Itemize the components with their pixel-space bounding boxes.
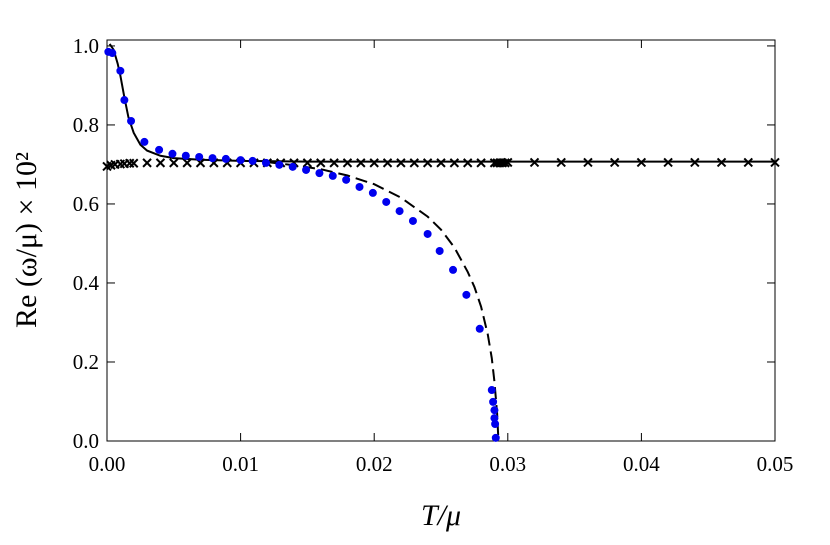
cross-point [716, 157, 727, 168]
point [261, 158, 270, 167]
point [140, 137, 149, 146]
cross-point [743, 157, 753, 168]
cross-point [476, 158, 486, 168]
x-tick-label: 0.02 [356, 452, 393, 476]
point [328, 171, 337, 180]
x-tick-label: 0.05 [757, 452, 794, 476]
point [368, 188, 377, 197]
point [236, 156, 245, 165]
point [408, 216, 417, 225]
point [342, 175, 351, 184]
cross-point [142, 158, 152, 168]
point [168, 149, 177, 158]
point [120, 96, 129, 105]
cross-point [503, 157, 513, 168]
cross-point [500, 158, 510, 168]
point [208, 154, 217, 163]
cross-point [169, 158, 179, 168]
cross-point [556, 157, 566, 168]
cross-point [356, 158, 366, 168]
cross-point [609, 157, 620, 168]
point [275, 160, 284, 169]
cross-point [129, 158, 139, 168]
curve [267, 161, 500, 442]
x-tick-label: 0.01 [222, 452, 259, 476]
cross-point [342, 158, 353, 168]
cross-point [182, 158, 192, 168]
point [475, 324, 484, 333]
point [490, 406, 499, 415]
point [248, 156, 257, 165]
cross-point [636, 157, 647, 168]
y-axis-title: Re (ω/μ) × 10² [10, 152, 43, 328]
cross-point [422, 158, 433, 168]
point [181, 151, 190, 160]
point [489, 397, 498, 406]
cross-point [369, 158, 379, 168]
cross-point [449, 158, 460, 168]
point [195, 152, 204, 161]
x-tick-label: 0.04 [623, 452, 660, 476]
y-tick-label: 0.8 [73, 113, 99, 137]
point [315, 169, 324, 178]
cross-point [463, 158, 473, 168]
y-tick-label: 0.4 [73, 271, 100, 295]
plot-frame [106, 39, 776, 442]
x-axis-title: T/μ [421, 499, 461, 532]
point [462, 290, 471, 299]
cross-point [329, 158, 339, 168]
cross-point [302, 158, 313, 168]
cross-point [770, 157, 780, 168]
cross-point [583, 157, 593, 168]
point [302, 165, 311, 174]
cross-point [663, 157, 673, 168]
y-tick-label: 0.0 [73, 429, 99, 453]
cross-point [396, 158, 406, 168]
curve [108, 43, 775, 163]
point [423, 229, 432, 238]
x-tick-label: 0.03 [489, 452, 526, 476]
cross-point [436, 158, 446, 168]
y-tick-label: 0.6 [73, 192, 99, 216]
point [355, 182, 364, 191]
point [395, 207, 404, 216]
y-tick-label: 1.0 [73, 34, 99, 58]
cross-point [690, 157, 700, 168]
cross-point [316, 158, 326, 168]
cross-point [155, 158, 166, 168]
point [221, 154, 230, 163]
point [490, 414, 499, 423]
point [288, 162, 297, 171]
y-tick-label: 0.2 [73, 350, 99, 374]
point [382, 197, 391, 206]
point [435, 246, 444, 255]
x-tick-label: 0.00 [89, 452, 126, 476]
point [491, 420, 500, 429]
point [487, 386, 496, 395]
point [155, 145, 164, 154]
cross-point [382, 158, 393, 168]
cross-point [409, 158, 419, 168]
point [449, 265, 458, 274]
point [116, 66, 125, 75]
point [127, 116, 136, 125]
point [491, 433, 500, 442]
point [108, 49, 117, 58]
cross-point [529, 157, 540, 168]
